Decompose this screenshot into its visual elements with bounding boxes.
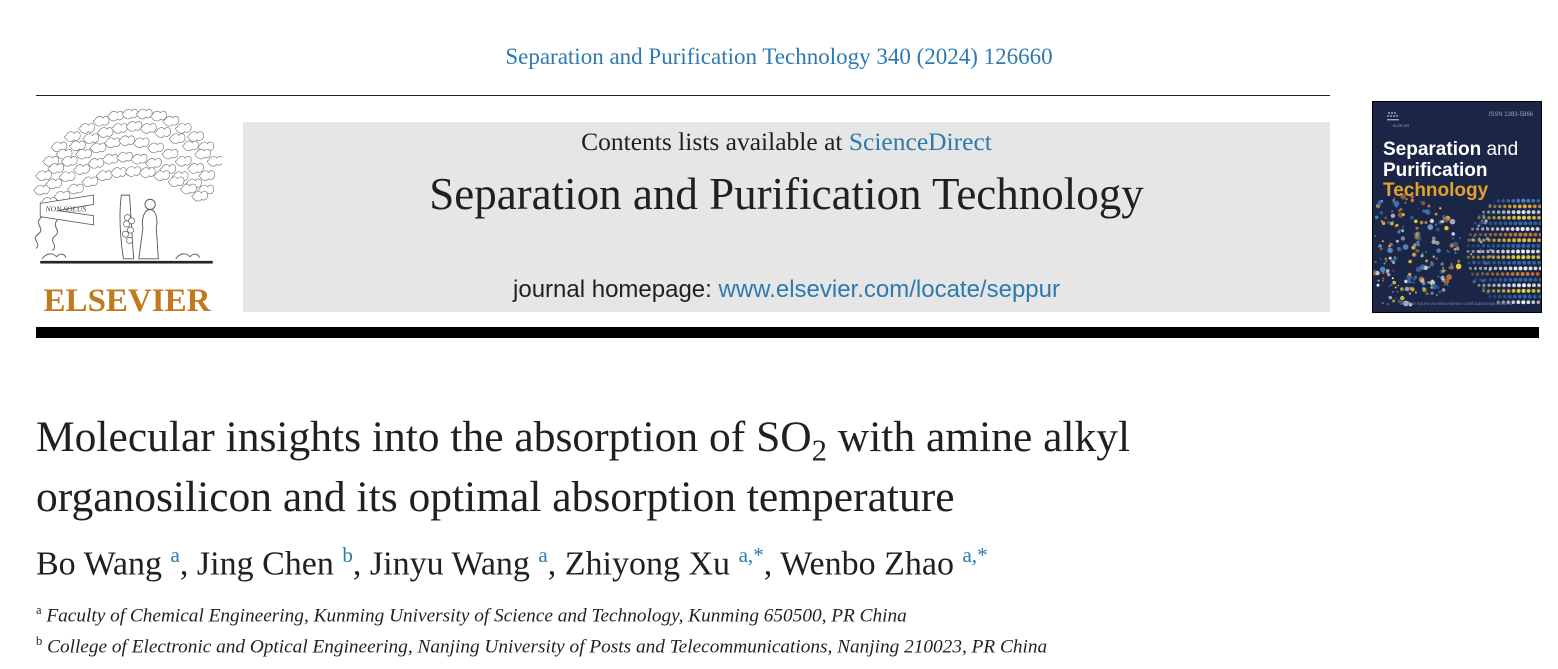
svg-text:NON SOLUS: NON SOLUS	[44, 205, 86, 214]
